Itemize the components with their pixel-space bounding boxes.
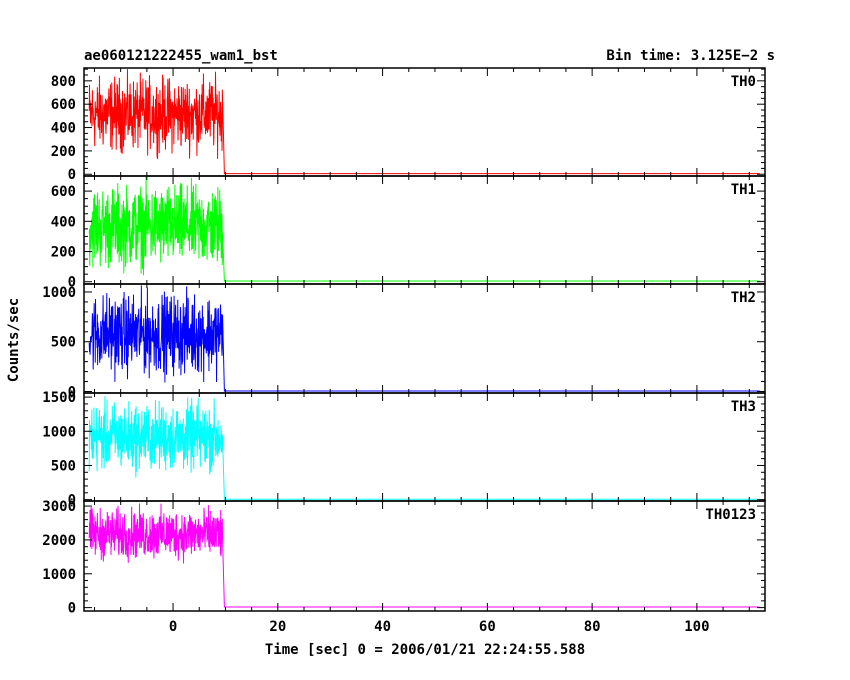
y-tick-label: 3000 [42, 499, 76, 515]
y-tick-label: 800 [51, 74, 76, 90]
series-line-th1 [88, 176, 760, 282]
panel-label: TH1 [731, 182, 756, 198]
panel-th1: 0 200 400 600 TH1 [51, 175, 766, 291]
y-tick-label: 600 [51, 184, 76, 200]
panel-label: TH3 [731, 399, 756, 415]
y-tick-label: 400 [51, 121, 76, 137]
panel-label: TH0 [731, 74, 756, 90]
y-axis-label: Counts/sec [6, 298, 22, 382]
y-tick-label: 1000 [42, 424, 76, 440]
y-tick-label: 0 [68, 601, 76, 617]
y-tick-label: 400 [51, 214, 76, 230]
x-tick-label: 60 [479, 619, 496, 635]
y-tick-label: 1000 [42, 285, 76, 301]
series-line-th3 [88, 396, 760, 500]
panel-th2: 0 500 1000 TH2 [42, 283, 766, 401]
series-line-th0123 [88, 503, 760, 608]
y-tick-label: 2000 [42, 533, 76, 549]
y-tick-label: 200 [51, 245, 76, 261]
panel-th0123: 0 1000 2000 3000 TH0123 [42, 499, 766, 617]
y-tick-label: 0 [68, 167, 76, 183]
y-tick-label: 600 [51, 97, 76, 113]
panel-label: TH2 [731, 290, 756, 306]
y-tick-label: 0 [68, 385, 76, 401]
y-tick-label: 200 [51, 144, 76, 160]
x-tick-label: 80 [584, 619, 601, 635]
x-tick-label: 20 [269, 619, 286, 635]
y-tick-label: 1000 [42, 567, 76, 583]
x-tick-label: 100 [684, 619, 709, 635]
y-tick-label: 0 [68, 493, 76, 509]
chart-title: ae060121222455_wam1_bst [84, 48, 278, 64]
series-line-th0 [88, 69, 760, 175]
panel-th3: 0 500 1000 1500 TH3 [42, 390, 766, 509]
x-axis-label: Time [sec] 0 = 2006/01/21 22:24:55.588 [265, 642, 585, 658]
panel-label: TH0123 [705, 507, 756, 523]
bin-time-label: Bin time: 3.125E−2 s [606, 48, 775, 64]
panel-frame [83, 500, 766, 612]
y-tick-label: 0 [68, 275, 76, 291]
series-line-th2 [88, 285, 760, 392]
y-tick-label: 500 [51, 335, 76, 351]
y-tick-label: 500 [51, 458, 76, 474]
x-tick-label: 0 [169, 619, 177, 635]
x-tick-label: 40 [374, 619, 391, 635]
panel-th0: 0 200 400 600 800 TH0 [51, 67, 766, 183]
y-tick-label: 1500 [42, 390, 76, 406]
